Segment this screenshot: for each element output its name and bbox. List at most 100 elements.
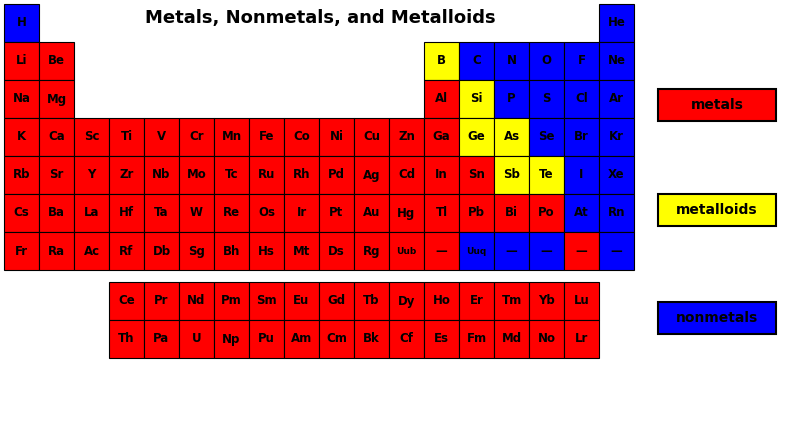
Bar xyxy=(109,282,144,320)
Text: Bi: Bi xyxy=(505,207,518,219)
Bar xyxy=(109,320,144,358)
Text: Si: Si xyxy=(470,92,482,106)
Text: F: F xyxy=(578,54,586,68)
Text: Al: Al xyxy=(435,92,448,106)
Bar xyxy=(529,320,564,358)
Text: Ir: Ir xyxy=(296,207,306,219)
Bar xyxy=(424,156,459,194)
Bar xyxy=(424,42,459,80)
Text: W: W xyxy=(190,207,203,219)
Text: Ni: Ni xyxy=(330,130,343,143)
Text: Pb: Pb xyxy=(468,207,485,219)
Bar xyxy=(424,118,459,156)
Text: V: V xyxy=(157,130,166,143)
Text: Se: Se xyxy=(538,130,554,143)
Text: Ga: Ga xyxy=(433,130,450,143)
Bar xyxy=(564,320,599,358)
Text: Fr: Fr xyxy=(15,245,28,258)
Text: Os: Os xyxy=(258,207,275,219)
Bar xyxy=(564,282,599,320)
Text: Ds: Ds xyxy=(328,245,345,258)
Bar xyxy=(39,194,74,232)
Text: Bh: Bh xyxy=(223,245,240,258)
Text: As: As xyxy=(503,130,519,143)
Text: —: — xyxy=(576,245,587,258)
Bar xyxy=(564,232,599,270)
Text: La: La xyxy=(84,207,99,219)
Text: Tl: Tl xyxy=(435,207,447,219)
Text: Sm: Sm xyxy=(256,294,277,307)
Text: C: C xyxy=(472,54,481,68)
Text: Cl: Cl xyxy=(575,92,588,106)
Text: metalloids: metalloids xyxy=(676,203,758,217)
Bar xyxy=(214,320,249,358)
Bar xyxy=(179,194,214,232)
Bar xyxy=(109,156,144,194)
Bar xyxy=(4,118,39,156)
Bar xyxy=(354,282,389,320)
Text: He: He xyxy=(607,17,626,30)
Text: Lu: Lu xyxy=(574,294,590,307)
Bar xyxy=(249,194,284,232)
Text: —: — xyxy=(610,245,622,258)
Bar xyxy=(4,4,39,42)
Text: Zn: Zn xyxy=(398,130,415,143)
Text: Ge: Ge xyxy=(468,130,486,143)
Text: Br: Br xyxy=(574,130,589,143)
Bar xyxy=(424,232,459,270)
Bar xyxy=(249,320,284,358)
Bar xyxy=(599,118,634,156)
Bar xyxy=(214,194,249,232)
Text: Mn: Mn xyxy=(222,130,242,143)
Text: Ac: Ac xyxy=(83,245,99,258)
Text: Lr: Lr xyxy=(575,333,588,345)
Text: Cu: Cu xyxy=(363,130,380,143)
Text: No: No xyxy=(538,333,555,345)
Text: At: At xyxy=(574,207,589,219)
Bar xyxy=(319,118,354,156)
Bar xyxy=(494,118,529,156)
Bar xyxy=(459,118,494,156)
Text: Te: Te xyxy=(539,168,554,181)
Text: Eu: Eu xyxy=(294,294,310,307)
Bar xyxy=(599,80,634,118)
Text: Pa: Pa xyxy=(154,333,170,345)
Text: Hs: Hs xyxy=(258,245,275,258)
Text: N: N xyxy=(506,54,517,68)
Bar xyxy=(214,282,249,320)
Text: Mg: Mg xyxy=(46,92,66,106)
Bar xyxy=(459,282,494,320)
Text: Ru: Ru xyxy=(258,168,275,181)
Bar xyxy=(354,232,389,270)
Text: Ti: Ti xyxy=(121,130,133,143)
Bar xyxy=(249,156,284,194)
Bar xyxy=(459,194,494,232)
Bar xyxy=(658,194,776,226)
Text: Pm: Pm xyxy=(221,294,242,307)
Bar xyxy=(109,232,144,270)
Text: —: — xyxy=(436,245,447,258)
Text: Er: Er xyxy=(470,294,483,307)
Bar xyxy=(214,156,249,194)
Bar xyxy=(424,80,459,118)
Bar xyxy=(564,194,599,232)
Text: Th: Th xyxy=(118,333,134,345)
Bar xyxy=(4,80,39,118)
Bar xyxy=(459,320,494,358)
Text: Ne: Ne xyxy=(607,54,626,68)
Text: Re: Re xyxy=(223,207,240,219)
Text: nonmetals: nonmetals xyxy=(676,311,758,325)
Text: Db: Db xyxy=(153,245,170,258)
Bar xyxy=(319,282,354,320)
Bar xyxy=(249,232,284,270)
Text: In: In xyxy=(435,168,448,181)
Bar xyxy=(214,232,249,270)
Bar xyxy=(529,118,564,156)
Text: Uub: Uub xyxy=(396,246,417,255)
Text: Dy: Dy xyxy=(398,294,415,307)
Bar xyxy=(4,42,39,80)
Bar xyxy=(144,232,179,270)
Text: Mo: Mo xyxy=(186,168,206,181)
Bar xyxy=(74,156,109,194)
Bar xyxy=(144,156,179,194)
